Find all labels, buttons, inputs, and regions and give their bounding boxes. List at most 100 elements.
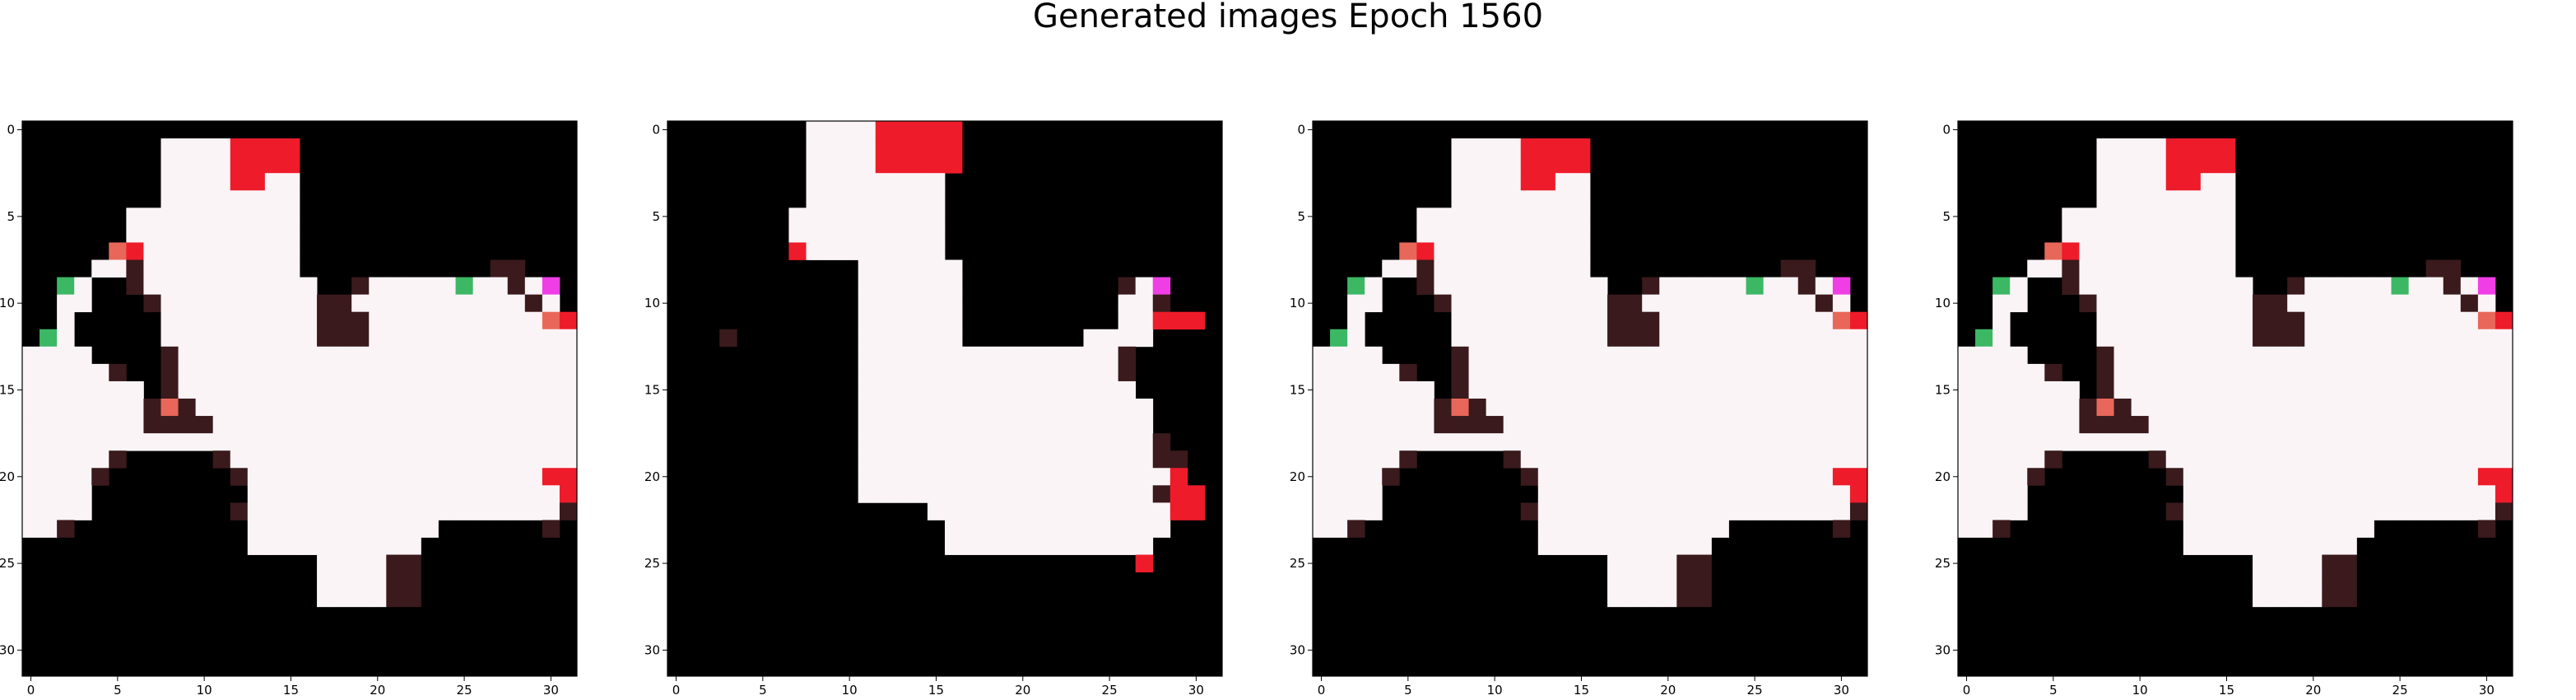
image-pixel xyxy=(1049,399,1067,417)
image-pixel xyxy=(2304,485,2323,503)
image-pixel xyxy=(1382,259,1400,278)
image-pixel xyxy=(2287,311,2305,330)
image-pixel xyxy=(1520,277,1539,296)
image-pixel xyxy=(1992,346,2011,365)
image-pixel xyxy=(1849,346,1868,365)
image-pixel xyxy=(858,225,876,243)
image-pixel xyxy=(1503,329,1522,348)
image-pixel xyxy=(2322,589,2340,608)
image-pixel xyxy=(858,277,876,296)
image-pixel xyxy=(2148,450,2167,469)
image-pixel xyxy=(1135,450,1154,469)
image-pixel xyxy=(1815,329,1834,348)
image-pixel xyxy=(126,259,144,278)
image-pixel xyxy=(2374,294,2392,313)
image-pixel xyxy=(1659,311,1677,330)
image-pixel xyxy=(2027,380,2045,399)
image-pixel xyxy=(351,399,370,417)
image-pixel xyxy=(2356,468,2374,486)
image-pixel xyxy=(875,329,894,348)
image-pixel xyxy=(1100,346,1119,365)
image-pixel xyxy=(1118,537,1137,555)
image-pixel xyxy=(1520,502,1539,520)
image-pixel xyxy=(507,502,526,520)
image-pixel xyxy=(542,433,560,451)
y-tick-label: 25 xyxy=(644,556,660,571)
image-pixel xyxy=(1451,138,1469,156)
image-pixel xyxy=(1659,380,1677,399)
image-pixel xyxy=(281,208,300,226)
image-pixel xyxy=(1083,363,1101,382)
image-pixel xyxy=(195,363,214,382)
image-pixel xyxy=(962,502,980,520)
image-pixel xyxy=(403,416,421,434)
image-pixel xyxy=(1503,363,1522,382)
image-pixel xyxy=(2408,433,2427,451)
image-pixel xyxy=(57,346,75,365)
image-pixel xyxy=(840,173,859,191)
image-pixel xyxy=(281,329,300,348)
image-pixel xyxy=(1135,294,1154,313)
image-pixel xyxy=(2304,311,2323,330)
image-pixel xyxy=(858,399,876,417)
image-pixel xyxy=(57,416,75,434)
image-pixel xyxy=(1590,520,1608,538)
image-pixel xyxy=(1625,311,1643,330)
image-pixel xyxy=(1468,346,1487,365)
image-pixel xyxy=(927,242,946,260)
image-pixel xyxy=(1797,277,1816,296)
image-pixel xyxy=(247,259,266,278)
image-pixel xyxy=(1711,416,1729,434)
image-pixel xyxy=(542,329,560,348)
image-pixel xyxy=(840,225,859,243)
image-pixel xyxy=(1014,399,1032,417)
image-pixel xyxy=(1365,346,1383,365)
image-pixel xyxy=(2253,380,2271,399)
image-pixel xyxy=(2287,399,2305,417)
image-pixel xyxy=(1555,311,1574,330)
image-pixel xyxy=(40,329,58,348)
image-pixel xyxy=(2217,433,2236,451)
image-pixel xyxy=(524,416,543,434)
image-pixel xyxy=(979,399,997,417)
image-pixel xyxy=(2044,416,2062,434)
image-pixel xyxy=(317,329,335,348)
image-pixel xyxy=(2200,138,2219,156)
image-pixel xyxy=(351,485,370,503)
image-pixel xyxy=(1992,468,2011,486)
image-pixel xyxy=(334,485,352,503)
image-pixel xyxy=(317,450,335,469)
image-pixel xyxy=(281,311,300,330)
image-pixel xyxy=(979,346,997,365)
image-pixel xyxy=(1694,329,1712,348)
image-pixel xyxy=(455,329,474,348)
image-pixel xyxy=(143,433,161,451)
image-pixel xyxy=(1849,399,1868,417)
image-pixel xyxy=(403,468,421,486)
image-pixel xyxy=(2495,311,2513,330)
image-pixel xyxy=(1711,346,1729,365)
image-pixel xyxy=(1365,450,1383,469)
image-pixel xyxy=(2339,520,2357,538)
image-pixel xyxy=(1849,329,1868,348)
image-pixel xyxy=(875,173,894,191)
image-pixel xyxy=(1676,346,1695,365)
image-pixel xyxy=(1992,311,2011,330)
image-pixel xyxy=(858,208,876,226)
image-pixel xyxy=(1486,225,1504,243)
image-pixel xyxy=(369,380,387,399)
image-pixel xyxy=(823,208,842,226)
image-pixel xyxy=(2113,156,2132,174)
image-pixel xyxy=(178,311,197,330)
image-pixel xyxy=(1780,277,1799,296)
image-pixel xyxy=(1659,346,1677,365)
image-pixel xyxy=(2235,346,2253,365)
image-pixel xyxy=(40,380,58,399)
image-pixel xyxy=(875,190,894,208)
image-pixel xyxy=(1958,380,1976,399)
image-pixel xyxy=(2165,363,2184,382)
image-pixel xyxy=(1694,311,1712,330)
y-tick-label: 5 xyxy=(652,209,660,224)
image-pixel xyxy=(2165,416,2184,434)
image-pixel xyxy=(1434,399,1452,417)
